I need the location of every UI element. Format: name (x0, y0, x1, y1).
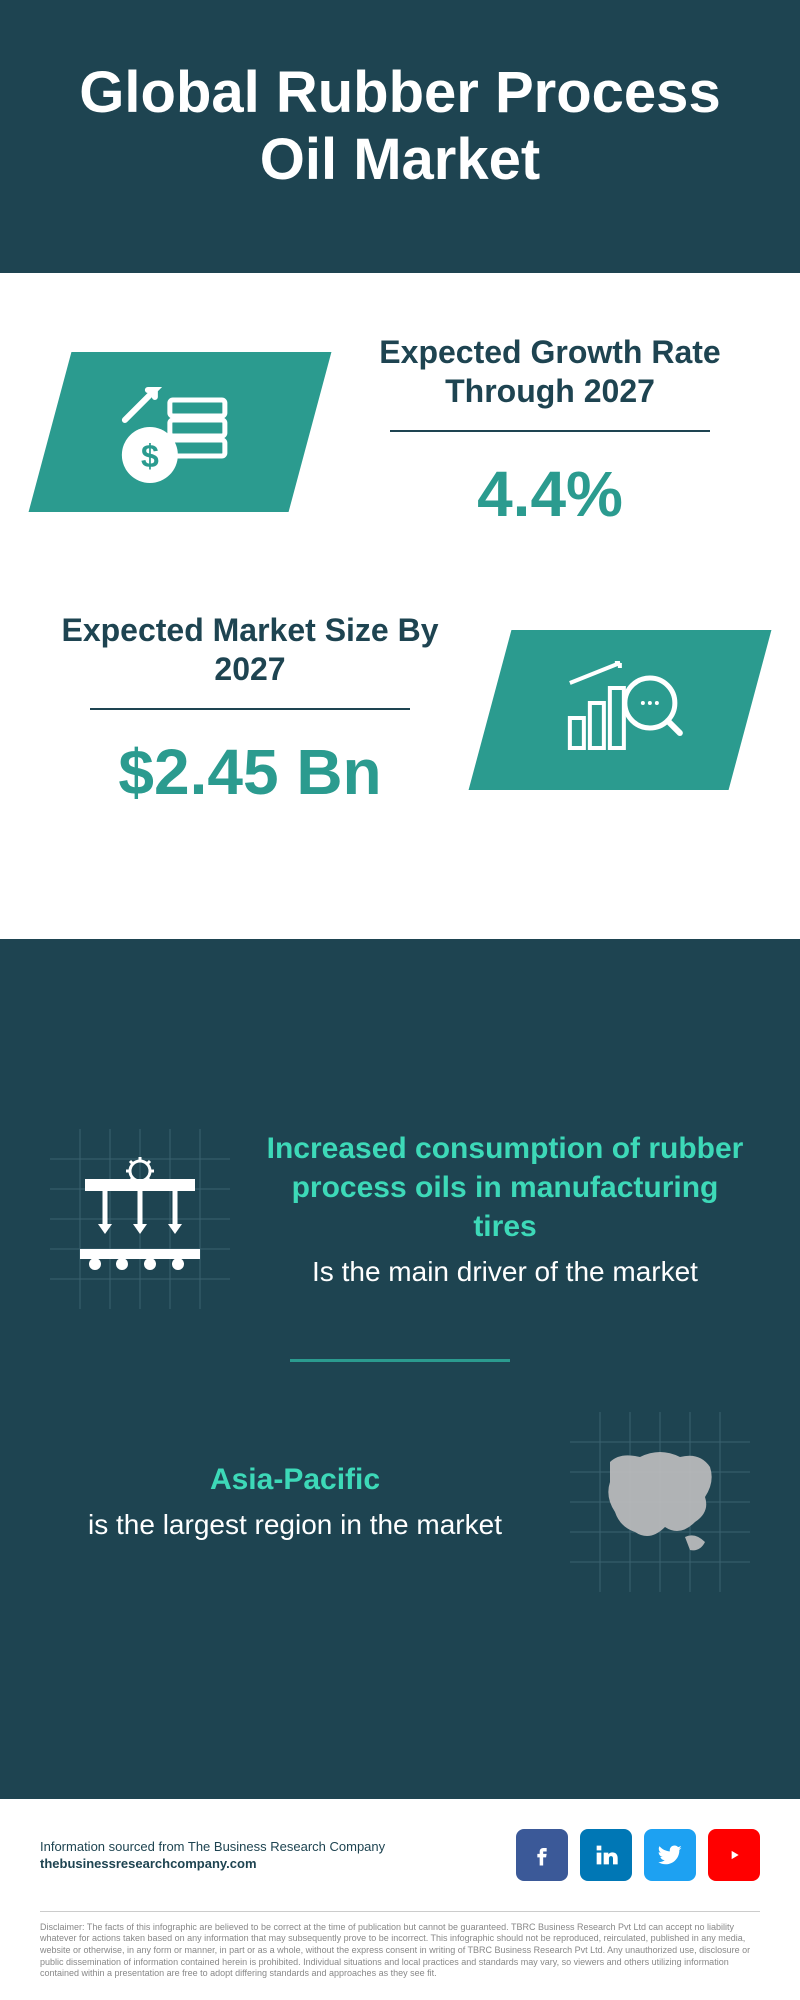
social-icons (516, 1829, 760, 1881)
manufacturing-icon (50, 1129, 230, 1309)
market-icon-box (469, 630, 772, 790)
youtube-icon[interactable] (708, 1829, 760, 1881)
growth-icon-box: $ (29, 352, 332, 512)
region-row: Asia-Pacific is the largest region in th… (50, 1412, 750, 1592)
footer-section: Information sourced from The Business Re… (0, 1799, 800, 2000)
source-block: Information sourced from The Business Re… (40, 1838, 385, 1871)
market-stat-text: Expected Market Size By 2027 $2.45 Bn (50, 611, 450, 809)
linkedin-icon[interactable] (580, 1829, 632, 1881)
region-text: Asia-Pacific is the largest region in th… (50, 1460, 540, 1543)
twitter-icon[interactable] (644, 1829, 696, 1881)
divider (90, 708, 410, 710)
header-section: Global Rubber Process Oil Market (0, 0, 800, 273)
driver-subtext: Is the main driver of the market (260, 1254, 750, 1290)
facebook-icon[interactable] (516, 1829, 568, 1881)
growth-stat-text: Expected Growth Rate Through 2027 4.4% (350, 333, 750, 531)
asia-map-icon (570, 1412, 750, 1592)
money-growth-icon: $ (110, 370, 250, 490)
market-value: $2.45 Bn (50, 735, 450, 809)
driver-row: Increased consumption of rubber process … (50, 1129, 750, 1309)
region-highlight: Asia-Pacific (50, 1460, 540, 1499)
market-analysis-icon (550, 648, 690, 768)
footer-top: Information sourced from The Business Re… (40, 1829, 760, 1896)
source-url: thebusinessresearchcompany.com (40, 1856, 385, 1871)
skyline-divider (0, 939, 800, 1089)
market-stat-row: Expected Market Size By 2027 $2.45 Bn (50, 611, 750, 809)
divider (390, 430, 710, 432)
driver-text: Increased consumption of rubber process … (260, 1129, 750, 1290)
region-subtext: is the largest region in the market (50, 1507, 540, 1543)
infographic-container: Global Rubber Process Oil Market $ Expec… (0, 0, 800, 2000)
market-label: Expected Market Size By 2027 (50, 611, 450, 688)
growth-value: 4.4% (350, 457, 750, 531)
svg-text:$: $ (141, 438, 159, 474)
disclaimer-text: Disclaimer: The facts of this infographi… (40, 1911, 760, 1980)
dark-section: Increased consumption of rubber process … (0, 1089, 800, 1799)
teal-divider (290, 1359, 510, 1362)
main-title: Global Rubber Process Oil Market (50, 60, 750, 193)
growth-label: Expected Growth Rate Through 2027 (350, 333, 750, 410)
stats-section: $ Expected Growth Rate Through 2027 4.4% (0, 273, 800, 939)
source-text: Information sourced from The Business Re… (40, 1838, 385, 1856)
growth-stat-row: $ Expected Growth Rate Through 2027 4.4% (50, 333, 750, 531)
driver-highlight: Increased consumption of rubber process … (260, 1129, 750, 1246)
